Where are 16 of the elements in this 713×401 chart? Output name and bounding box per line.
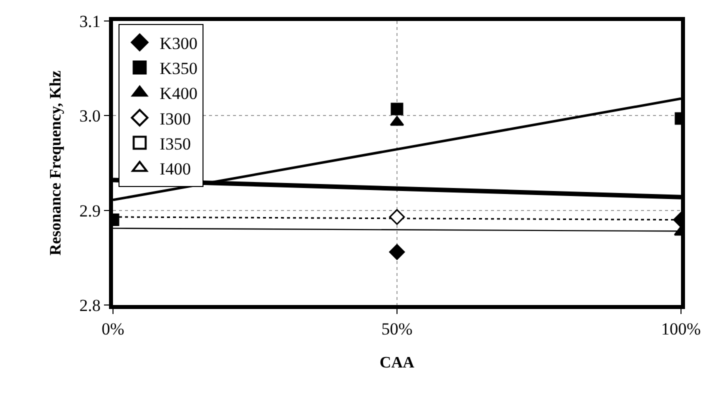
x-tick-label: 0% bbox=[102, 319, 124, 338]
y-tick-label: 2.9 bbox=[79, 201, 101, 220]
y-axis-title: Resonance Frequency, Khz bbox=[48, 70, 65, 256]
x-tick-label: 100% bbox=[661, 319, 701, 338]
legend-label: K400 bbox=[160, 84, 198, 104]
legend-label: I400 bbox=[160, 160, 191, 179]
x-tick-label: 50% bbox=[381, 319, 413, 338]
y-tick-label: 2.8 bbox=[79, 296, 101, 315]
legend-label: K350 bbox=[160, 59, 198, 78]
y-tick-label: 3.1 bbox=[79, 12, 101, 31]
legend-label: K300 bbox=[160, 34, 198, 54]
legend-label: I300 bbox=[160, 109, 191, 128]
legend-label: I350 bbox=[160, 134, 191, 154]
y-tick-label: 3.0 bbox=[79, 106, 101, 126]
x-axis-title: CAA bbox=[380, 354, 415, 372]
point bbox=[389, 209, 405, 225]
